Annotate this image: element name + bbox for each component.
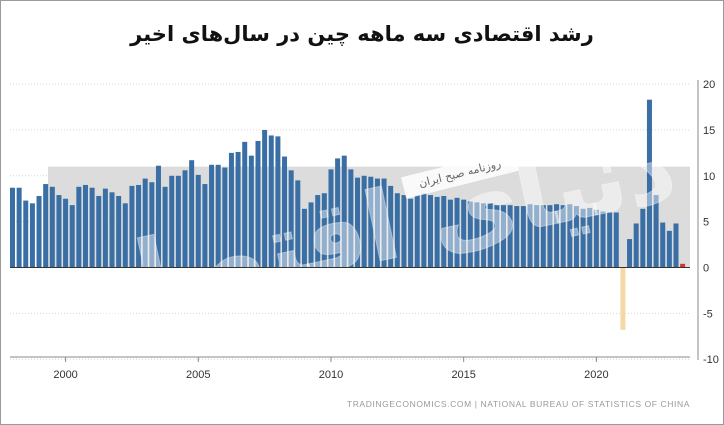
x-tick-label: 2000: [53, 369, 77, 381]
x-tick-label: 2005: [186, 369, 210, 381]
chart-bar: [674, 223, 679, 267]
chart-bar: [680, 264, 685, 268]
y-tick-label: -10: [703, 354, 719, 366]
y-tick-label: 15: [703, 125, 715, 137]
chart-bar: [17, 188, 22, 268]
x-tick-label: 2020: [584, 369, 608, 381]
y-tick-label: 5: [703, 217, 709, 229]
x-tick-label: 2015: [451, 369, 475, 381]
chart-bar: [56, 195, 61, 267]
chart-bar: [620, 268, 625, 330]
watermark: دنیای اقتصاد: [78, 110, 685, 344]
chart-bar: [70, 205, 75, 267]
source-credit: TRADINGECONOMICS.COM | NATIONAL BUREAU O…: [347, 399, 690, 409]
chart-bar: [37, 196, 42, 268]
y-tick-label: -5: [703, 308, 713, 320]
y-tick-label: 10: [703, 171, 715, 183]
y-tick-label: 20: [703, 79, 715, 91]
chart-bar: [10, 188, 15, 268]
chart-bar: [63, 199, 68, 268]
watermark-text: دنیای اقتصاد: [78, 110, 685, 344]
chart-bar: [23, 201, 28, 268]
chart-bar: [660, 223, 665, 268]
chart-bar: [43, 184, 48, 267]
chart-bar: [627, 239, 632, 267]
chart-bar: [30, 203, 35, 267]
x-tick-label: 2010: [319, 369, 343, 381]
chart-bar: [76, 187, 81, 268]
chart-bar: [667, 231, 672, 268]
chart-bar: [50, 187, 55, 268]
y-tick-label: 0: [703, 263, 709, 275]
